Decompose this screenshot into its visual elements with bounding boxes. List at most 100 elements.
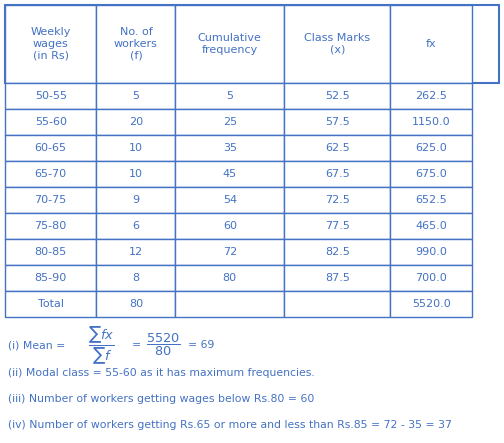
Text: Total: Total xyxy=(38,299,64,309)
Bar xyxy=(96,161,175,187)
Text: 87.5: 87.5 xyxy=(325,273,350,283)
Text: 675.0: 675.0 xyxy=(415,169,447,179)
Bar xyxy=(390,83,472,109)
Text: 50-55: 50-55 xyxy=(35,91,67,101)
Text: 52.5: 52.5 xyxy=(325,91,350,101)
Text: 8: 8 xyxy=(133,273,140,283)
Text: 80: 80 xyxy=(223,273,237,283)
Bar xyxy=(96,291,175,317)
Text: 62.5: 62.5 xyxy=(325,143,350,153)
Text: 700.0: 700.0 xyxy=(415,273,447,283)
Bar xyxy=(5,5,96,83)
Text: 70-75: 70-75 xyxy=(35,195,67,205)
Text: 10: 10 xyxy=(129,169,143,179)
Text: =: = xyxy=(132,340,141,350)
Text: 65-70: 65-70 xyxy=(35,169,67,179)
Text: = 69: = 69 xyxy=(188,340,214,350)
Text: Cumulative
frequency: Cumulative frequency xyxy=(198,33,262,55)
Text: 85-90: 85-90 xyxy=(35,273,67,283)
Bar xyxy=(96,213,175,239)
Bar xyxy=(390,187,472,213)
Text: 75-80: 75-80 xyxy=(35,221,67,231)
Text: 5520.0: 5520.0 xyxy=(412,299,451,309)
Text: Weekly
wages
(in Rs): Weekly wages (in Rs) xyxy=(31,27,71,61)
Bar xyxy=(175,135,284,161)
Bar xyxy=(390,239,472,265)
Text: 5: 5 xyxy=(226,91,233,101)
Bar xyxy=(390,213,472,239)
Bar xyxy=(284,239,390,265)
Text: 55-60: 55-60 xyxy=(35,117,67,127)
Text: 25: 25 xyxy=(223,117,237,127)
Bar xyxy=(5,161,96,187)
Bar xyxy=(390,161,472,187)
Bar xyxy=(390,291,472,317)
Bar xyxy=(96,187,175,213)
Bar xyxy=(5,5,499,83)
Text: 990.0: 990.0 xyxy=(415,247,447,257)
Text: 60-65: 60-65 xyxy=(35,143,67,153)
Bar xyxy=(284,213,390,239)
Text: 9: 9 xyxy=(133,195,140,205)
Bar xyxy=(96,265,175,291)
Bar xyxy=(5,213,96,239)
Bar xyxy=(96,83,175,109)
Bar xyxy=(284,265,390,291)
Text: No. of
workers
(f): No. of workers (f) xyxy=(114,27,158,61)
Bar xyxy=(284,109,390,135)
Text: 82.5: 82.5 xyxy=(325,247,350,257)
Bar xyxy=(175,291,284,317)
Bar xyxy=(390,109,472,135)
Bar xyxy=(175,5,284,83)
Text: (i) Mean =: (i) Mean = xyxy=(8,340,69,350)
Bar xyxy=(96,109,175,135)
Text: 80-85: 80-85 xyxy=(35,247,67,257)
Text: (ii) Modal class = 55-60 as it has maximum frequencies.: (ii) Modal class = 55-60 as it has maxim… xyxy=(8,368,315,378)
Text: 45: 45 xyxy=(223,169,237,179)
Bar xyxy=(284,83,390,109)
Text: 12: 12 xyxy=(129,247,143,257)
Text: 77.5: 77.5 xyxy=(325,221,350,231)
Text: (iv) Number of workers getting Rs.65 or more and less than Rs.85 = 72 - 35 = 37: (iv) Number of workers getting Rs.65 or … xyxy=(8,420,452,430)
Text: fx: fx xyxy=(426,39,436,49)
Text: $\dfrac{5520}{80}$: $\dfrac{5520}{80}$ xyxy=(146,332,181,358)
Bar xyxy=(96,5,175,83)
Bar xyxy=(5,135,96,161)
Bar xyxy=(284,161,390,187)
Text: 652.5: 652.5 xyxy=(415,195,447,205)
Bar xyxy=(96,135,175,161)
Bar xyxy=(284,5,390,83)
Bar xyxy=(284,135,390,161)
Bar xyxy=(96,239,175,265)
Text: Class Marks
(x): Class Marks (x) xyxy=(304,33,370,55)
Text: (iii) Number of workers getting wages below Rs.80 = 60: (iii) Number of workers getting wages be… xyxy=(8,394,314,404)
Text: 35: 35 xyxy=(223,143,237,153)
Bar xyxy=(175,83,284,109)
Text: 60: 60 xyxy=(223,221,237,231)
Bar xyxy=(175,239,284,265)
Text: 57.5: 57.5 xyxy=(325,117,350,127)
Bar xyxy=(390,5,472,83)
Text: 262.5: 262.5 xyxy=(415,91,447,101)
Bar xyxy=(175,109,284,135)
Bar xyxy=(175,213,284,239)
Bar xyxy=(5,239,96,265)
Bar xyxy=(5,109,96,135)
Text: 80: 80 xyxy=(129,299,143,309)
Bar xyxy=(5,187,96,213)
Text: 67.5: 67.5 xyxy=(325,169,350,179)
Text: 10: 10 xyxy=(129,143,143,153)
Bar xyxy=(5,265,96,291)
Bar xyxy=(175,187,284,213)
Text: 6: 6 xyxy=(133,221,140,231)
Text: 54: 54 xyxy=(223,195,237,205)
Bar xyxy=(390,265,472,291)
Text: 1150.0: 1150.0 xyxy=(412,117,451,127)
Text: 625.0: 625.0 xyxy=(415,143,447,153)
Bar xyxy=(175,265,284,291)
Text: $\dfrac{\sum fx}{\sum f}$: $\dfrac{\sum fx}{\sum f}$ xyxy=(88,324,114,366)
Text: 465.0: 465.0 xyxy=(415,221,447,231)
Text: 72: 72 xyxy=(223,247,237,257)
Text: 5: 5 xyxy=(133,91,140,101)
Bar xyxy=(390,135,472,161)
